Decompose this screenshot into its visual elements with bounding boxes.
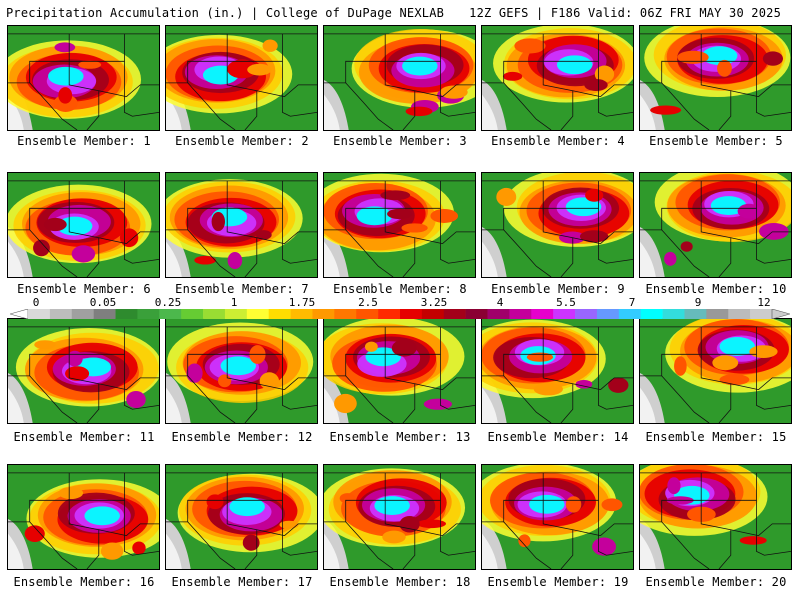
ensemble-map-panel bbox=[639, 172, 792, 278]
colorbar-swatch bbox=[400, 309, 423, 319]
colorbar-swatch bbox=[203, 309, 226, 319]
ensemble-map-panel bbox=[639, 318, 792, 424]
ensemble-map-panel bbox=[165, 25, 318, 131]
colorbar-swatch bbox=[706, 309, 729, 319]
colorbar-swatch bbox=[465, 309, 488, 319]
colorbar-swatch bbox=[49, 309, 73, 319]
colorbar-swatch bbox=[71, 309, 94, 319]
ensemble-member-label: Ensemble Member: 8 bbox=[333, 282, 467, 296]
ensemble-map-panel bbox=[7, 318, 160, 424]
header: Precipitation Accumulation (in.) | Colle… bbox=[0, 0, 800, 24]
colorbar-over-arrow bbox=[771, 309, 790, 319]
precipitation-colorbar bbox=[10, 309, 790, 319]
ensemble-map-panel bbox=[481, 464, 634, 570]
ensemble-map-panel bbox=[481, 318, 634, 424]
ensemble-map-panel bbox=[7, 172, 160, 278]
ensemble-map-panel bbox=[7, 464, 160, 570]
run-valid-time: 12Z GEFS | F186 Valid: 06Z FRI MAY 30 20… bbox=[469, 6, 781, 20]
colorbar-tick-label: 12 bbox=[757, 296, 771, 309]
colorbar-swatch bbox=[356, 309, 379, 319]
ensemble-member-label: Ensemble Member: 6 bbox=[17, 282, 151, 296]
colorbar-tick-label: 4 bbox=[496, 296, 504, 309]
colorbar-swatch bbox=[268, 309, 291, 319]
ensemble-member-label: Ensemble Member: 14 bbox=[487, 430, 629, 444]
colorbar-swatch bbox=[246, 309, 269, 319]
colorbar-swatch bbox=[421, 309, 445, 319]
colorbar-swatch bbox=[618, 309, 641, 319]
colorbar-tick-label: 1 bbox=[230, 296, 238, 309]
ensemble-map-panel bbox=[639, 464, 792, 570]
colorbar-tick-label: 0.05 bbox=[89, 296, 117, 309]
colorbar-swatch bbox=[378, 309, 401, 319]
colorbar-swatch bbox=[662, 309, 685, 319]
colorbar-tick-label: 0.25 bbox=[154, 296, 182, 309]
colorbar-swatch bbox=[312, 309, 335, 319]
ensemble-map-panel bbox=[481, 25, 634, 131]
ensemble-member-label: Ensemble Member: 5 bbox=[649, 134, 783, 148]
colorbar-tick-label: 2.5 bbox=[358, 296, 378, 309]
colorbar-swatch bbox=[93, 309, 116, 319]
colorbar-swatch bbox=[290, 309, 313, 319]
colorbar-swatch bbox=[750, 309, 773, 319]
ensemble-member-label: Ensemble Member: 15 bbox=[645, 430, 787, 444]
ensemble-member-label: Ensemble Member: 1 bbox=[17, 134, 151, 148]
colorbar-under-arrow bbox=[10, 309, 29, 319]
ensemble-member-label: Ensemble Member: 11 bbox=[13, 430, 155, 444]
ensemble-map-panel bbox=[323, 25, 476, 131]
colorbar-swatch bbox=[509, 309, 532, 319]
colorbar-swatch bbox=[575, 309, 598, 319]
colorbar-tick-label: 5.5 bbox=[556, 296, 576, 309]
ensemble-member-label: Ensemble Member: 10 bbox=[645, 282, 787, 296]
colorbar-swatch bbox=[728, 309, 751, 319]
ensemble-member-label: Ensemble Member: 20 bbox=[645, 575, 787, 589]
colorbar-swatch bbox=[224, 309, 248, 319]
ensemble-member-label: Ensemble Member: 18 bbox=[329, 575, 471, 589]
colorbar-tick-label: 9 bbox=[694, 296, 702, 309]
colorbar-swatch bbox=[684, 309, 707, 319]
ensemble-member-label: Ensemble Member: 2 bbox=[175, 134, 309, 148]
ensemble-map-panel bbox=[7, 25, 160, 131]
ensemble-map-panel bbox=[481, 172, 634, 278]
ensemble-member-label: Ensemble Member: 19 bbox=[487, 575, 629, 589]
ensemble-map-panel bbox=[323, 464, 476, 570]
ensemble-member-label: Ensemble Member: 7 bbox=[175, 282, 309, 296]
colorbar-swatch bbox=[334, 309, 357, 319]
colorbar-swatch bbox=[115, 309, 138, 319]
colorbar-swatch bbox=[531, 309, 554, 319]
ensemble-map-panel bbox=[639, 25, 792, 131]
colorbar-tick-label: 0 bbox=[32, 296, 40, 309]
colorbar-swatch bbox=[181, 309, 204, 319]
colorbar-tick-label: 3.25 bbox=[420, 296, 448, 309]
ensemble-member-label: Ensemble Member: 13 bbox=[329, 430, 471, 444]
colorbar-swatch bbox=[443, 309, 466, 319]
ensemble-member-label: Ensemble Member: 3 bbox=[333, 134, 467, 148]
ensemble-member-label: Ensemble Member: 4 bbox=[491, 134, 625, 148]
colorbar-tick-label: 7 bbox=[628, 296, 636, 309]
ensemble-map-panel bbox=[165, 318, 318, 424]
product-title: Precipitation Accumulation (in.) | Colle… bbox=[6, 6, 445, 20]
ensemble-map-panel bbox=[165, 172, 318, 278]
ensemble-member-label: Ensemble Member: 16 bbox=[13, 575, 155, 589]
colorbar-swatch bbox=[137, 309, 160, 319]
ensemble-map-panel bbox=[323, 172, 476, 278]
ensemble-map-panel bbox=[165, 464, 318, 570]
colorbar-swatch bbox=[640, 309, 663, 319]
ensemble-member-label: Ensemble Member: 9 bbox=[491, 282, 625, 296]
ensemble-map-panel bbox=[323, 318, 476, 424]
colorbar-swatch bbox=[553, 309, 576, 319]
colorbar-swatch bbox=[28, 309, 51, 319]
colorbar-tick-label: 1.75 bbox=[288, 296, 316, 309]
colorbar-swatch bbox=[487, 309, 510, 319]
colorbar-swatch bbox=[159, 309, 182, 319]
colorbar-swatch bbox=[596, 309, 620, 319]
colorbar-labels: 0 0.05 0.25 1 1.75 2.5 3.25 4 5.5 7 9 12 bbox=[0, 296, 800, 310]
ensemble-member-label: Ensemble Member: 17 bbox=[171, 575, 313, 589]
ensemble-member-label: Ensemble Member: 12 bbox=[171, 430, 313, 444]
